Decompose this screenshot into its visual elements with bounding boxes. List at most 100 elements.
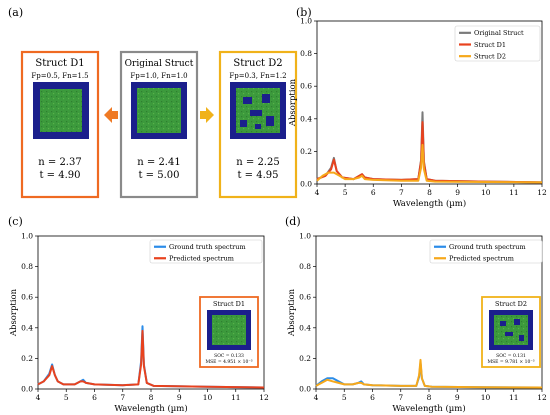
struct-d1-title: Struct D1: [35, 58, 84, 69]
struct-original-t: t = 5.00: [138, 170, 179, 181]
d-x-tick-label: 10: [481, 393, 491, 402]
struct-d1-card: Struct D1 Fp=0.5, Fn=1.5 n = 2.37 t = 4.…: [20, 50, 100, 199]
c-y-tick-label: 0.0: [21, 385, 33, 394]
b-y-tick-label: 0.6: [300, 82, 312, 91]
c-legend-label-0: Ground truth spectrum: [169, 243, 246, 251]
d-y-tick-label: 0.4: [299, 323, 311, 332]
b-x-tick-label: 6: [371, 188, 376, 197]
c-x-tick-label: 9: [177, 393, 182, 402]
b-y-tick-label: 0.2: [300, 147, 312, 156]
c-y-tick-label: 0.6: [21, 293, 33, 302]
struct-d2-card: Struct D2 Fp=0.3, Fn=1.2 n = 2.25 t = 4.…: [218, 50, 298, 199]
c-x-tick-label: 10: [203, 393, 213, 402]
c-series-line-1: [37, 329, 265, 389]
inset-d: Struct D2 SOC = 0.131 MSE = 9.781 × 10⁻³: [481, 296, 541, 368]
panel-label-d: (d): [285, 215, 301, 228]
d-y-axis-label: Absorption: [287, 288, 297, 337]
c-y-tick-label: 0.8: [21, 262, 33, 271]
d-x-tick-label: 12: [537, 393, 547, 402]
d-y-tick-label: 0.8: [299, 262, 311, 271]
b-x-tick-label: 5: [343, 188, 348, 197]
b-y-tick-label: 0.4: [300, 114, 312, 123]
c-y-axis-label: Absorption: [9, 288, 19, 337]
struct-d1-pattern: [40, 89, 82, 132]
c-x-tick-label: 5: [64, 393, 69, 402]
chart-c: 4 5 6 7 8 9 10 11 12 0.0 0.2 0.4 0.6 0.8 1.0 Wavelength…: [9, 232, 269, 415]
b-series-line-2: [316, 143, 543, 184]
c-y-tick-label: 1.0: [21, 232, 33, 241]
b-x-tick-label: 7: [399, 188, 404, 197]
panel-d: (d) 4 5 6 7 8 9 10 11 12 0.0 0.2 0.4 0.6 0.8 1.0 Wavele…: [285, 215, 547, 414]
b-x-tick-label: 10: [481, 188, 491, 197]
d-legend-box: [429, 239, 543, 264]
inset-d-soc: SOC = 0.131: [496, 353, 526, 359]
struct-d2-pattern: [236, 88, 280, 133]
c-x-axis-label: Wavelength (µm): [114, 403, 187, 414]
struct-d1-n: n = 2.37: [38, 157, 81, 168]
panel-c: (c) 4 5 6 7 8 9 10 11 12 0.0 0.2 0.4 0.6 0.8 1.0 Wavele…: [8, 215, 269, 414]
c-y-tick-label: 0.2: [21, 354, 33, 363]
d-x-tick-label: 7: [398, 393, 403, 402]
arrow-left-icon: [104, 107, 118, 123]
b-x-tick-label: 4: [315, 188, 320, 197]
struct-original-pattern: [137, 88, 181, 133]
b-y-tick-label: 0.8: [300, 49, 312, 58]
d-x-tick-label: 6: [370, 393, 375, 402]
struct-original-title: Original Struct: [125, 59, 194, 69]
struct-d2-t: t = 4.95: [237, 170, 278, 181]
struct-d2-n: n = 2.25: [236, 157, 279, 168]
c-legend-label-1: Predicted spectrum: [169, 255, 234, 263]
d-legend-label-0: Ground truth spectrum: [449, 243, 526, 251]
b-y-tick-label: 0.0: [300, 180, 312, 189]
b-x-tick-label: 11: [509, 188, 519, 197]
inset-d-mse: MSE = 9.781 × 10⁻³: [487, 359, 534, 365]
d-y-tick-label: 0.6: [299, 293, 311, 302]
c-y-tick-label: 0.4: [21, 323, 33, 332]
struct-d2-params: Fp=0.3, Fn=1.2: [229, 72, 286, 80]
b-legend-label-2: Struct D2: [474, 52, 506, 60]
d-y-tick-label: 0.0: [299, 385, 311, 394]
struct-original-params: Fp=1.0, Fn=1.0: [130, 72, 187, 80]
d-y-tick-label: 0.2: [299, 354, 311, 363]
d-x-axis-label: Wavelength (µm): [392, 403, 465, 414]
panel-b: (b) 4 5 6 7 8 9 10 11 12 0.0 0.2 0.4 0.6 0.8 1.0 Wavele…: [288, 6, 547, 209]
panel-label-c: (c): [8, 215, 23, 228]
b-y-axis-label: Absorption: [288, 78, 298, 127]
c-x-tick-label: 6: [92, 393, 97, 402]
b-x-tick-label: 8: [427, 188, 432, 197]
struct-d2-title: Struct D2: [233, 58, 282, 69]
c-legend-box: [149, 239, 263, 264]
c-x-tick-label: 7: [120, 393, 125, 402]
d-y-tick-label: 1.0: [299, 232, 311, 241]
inset-c-soc: SOC = 0.133: [214, 353, 244, 359]
panel-a: (a) Struct D1 Fp=0.5, Fn=1.5 n = 2.37 t …: [8, 6, 298, 199]
d-x-tick-label: 8: [427, 393, 432, 402]
c-x-tick-label: 4: [36, 393, 41, 402]
inset-c-mse: MSE = 4.951 × 10⁻³: [205, 359, 252, 365]
chart-d: 4 5 6 7 8 9 10 11 12 0.0 0.2 0.4 0.6 0.8 1.0 Wavelength…: [287, 232, 547, 415]
b-series-line-0: [316, 111, 543, 184]
struct-d1-params: Fp=0.5, Fn=1.5: [31, 72, 88, 80]
c-x-tick-label: 11: [231, 393, 241, 402]
inset-c-pattern: [212, 315, 246, 345]
d-x-tick-label: 5: [342, 393, 347, 402]
inset-d-pattern: [494, 315, 528, 345]
struct-d1-t: t = 4.90: [39, 170, 80, 181]
b-legend-box: [454, 25, 541, 62]
panel-label-b: (b): [296, 6, 312, 19]
b-x-tick-label: 12: [537, 188, 547, 197]
inset-c: Struct D1 SOC = 0.133 MSE = 4.951 × 10⁻³: [199, 296, 259, 368]
struct-original-card: Original Struct Fp=1.0, Fn=1.0 n = 2.41 …: [119, 50, 199, 199]
arrow-right-icon: [200, 107, 214, 123]
b-legend-label-0: Original Struct: [474, 29, 524, 37]
b-x-axis-label: Wavelength (µm): [393, 198, 466, 209]
inset-d-title: Struct D2: [495, 300, 527, 308]
d-x-tick-label: 11: [509, 393, 519, 402]
b-x-tick-label: 9: [455, 188, 460, 197]
b-legend-label-1: Struct D1: [474, 41, 506, 49]
d-series-line-1: [315, 358, 543, 389]
b-y-tick-label: 1.0: [300, 17, 312, 26]
panel-label-a: (a): [8, 6, 23, 19]
d-x-tick-label: 4: [314, 393, 319, 402]
